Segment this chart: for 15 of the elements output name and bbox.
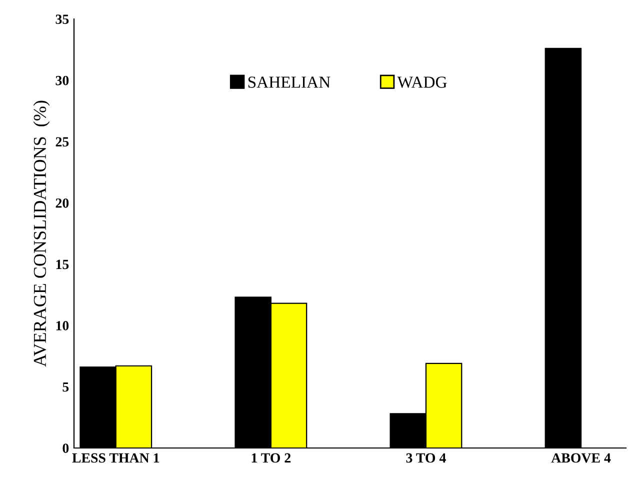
x-tick-label: LESS THAN 1 bbox=[72, 453, 160, 463]
y-tick-label: 20 bbox=[56, 198, 69, 208]
x-tick-label: 1 TO 2 bbox=[252, 453, 291, 463]
y-tick-label: 35 bbox=[56, 14, 69, 24]
y-tick-label: 5 bbox=[62, 382, 69, 392]
x-tick-label: 3 TO 4 bbox=[406, 453, 446, 463]
y-tick-label: 0 bbox=[62, 444, 69, 453]
y-axis-title: AVERAGE CONSLIDATIONS (%) bbox=[33, 100, 50, 367]
legend-label: SAHELIAN bbox=[248, 76, 330, 88]
legend-label: WADG bbox=[397, 76, 447, 88]
y-tick-label: 30 bbox=[56, 76, 69, 86]
y-tick-label: 25 bbox=[56, 137, 69, 147]
y-tick-label: 10 bbox=[56, 321, 69, 330]
y-tick-label: 15 bbox=[56, 260, 69, 270]
x-tick-label: ABOVE 4 bbox=[551, 453, 611, 463]
